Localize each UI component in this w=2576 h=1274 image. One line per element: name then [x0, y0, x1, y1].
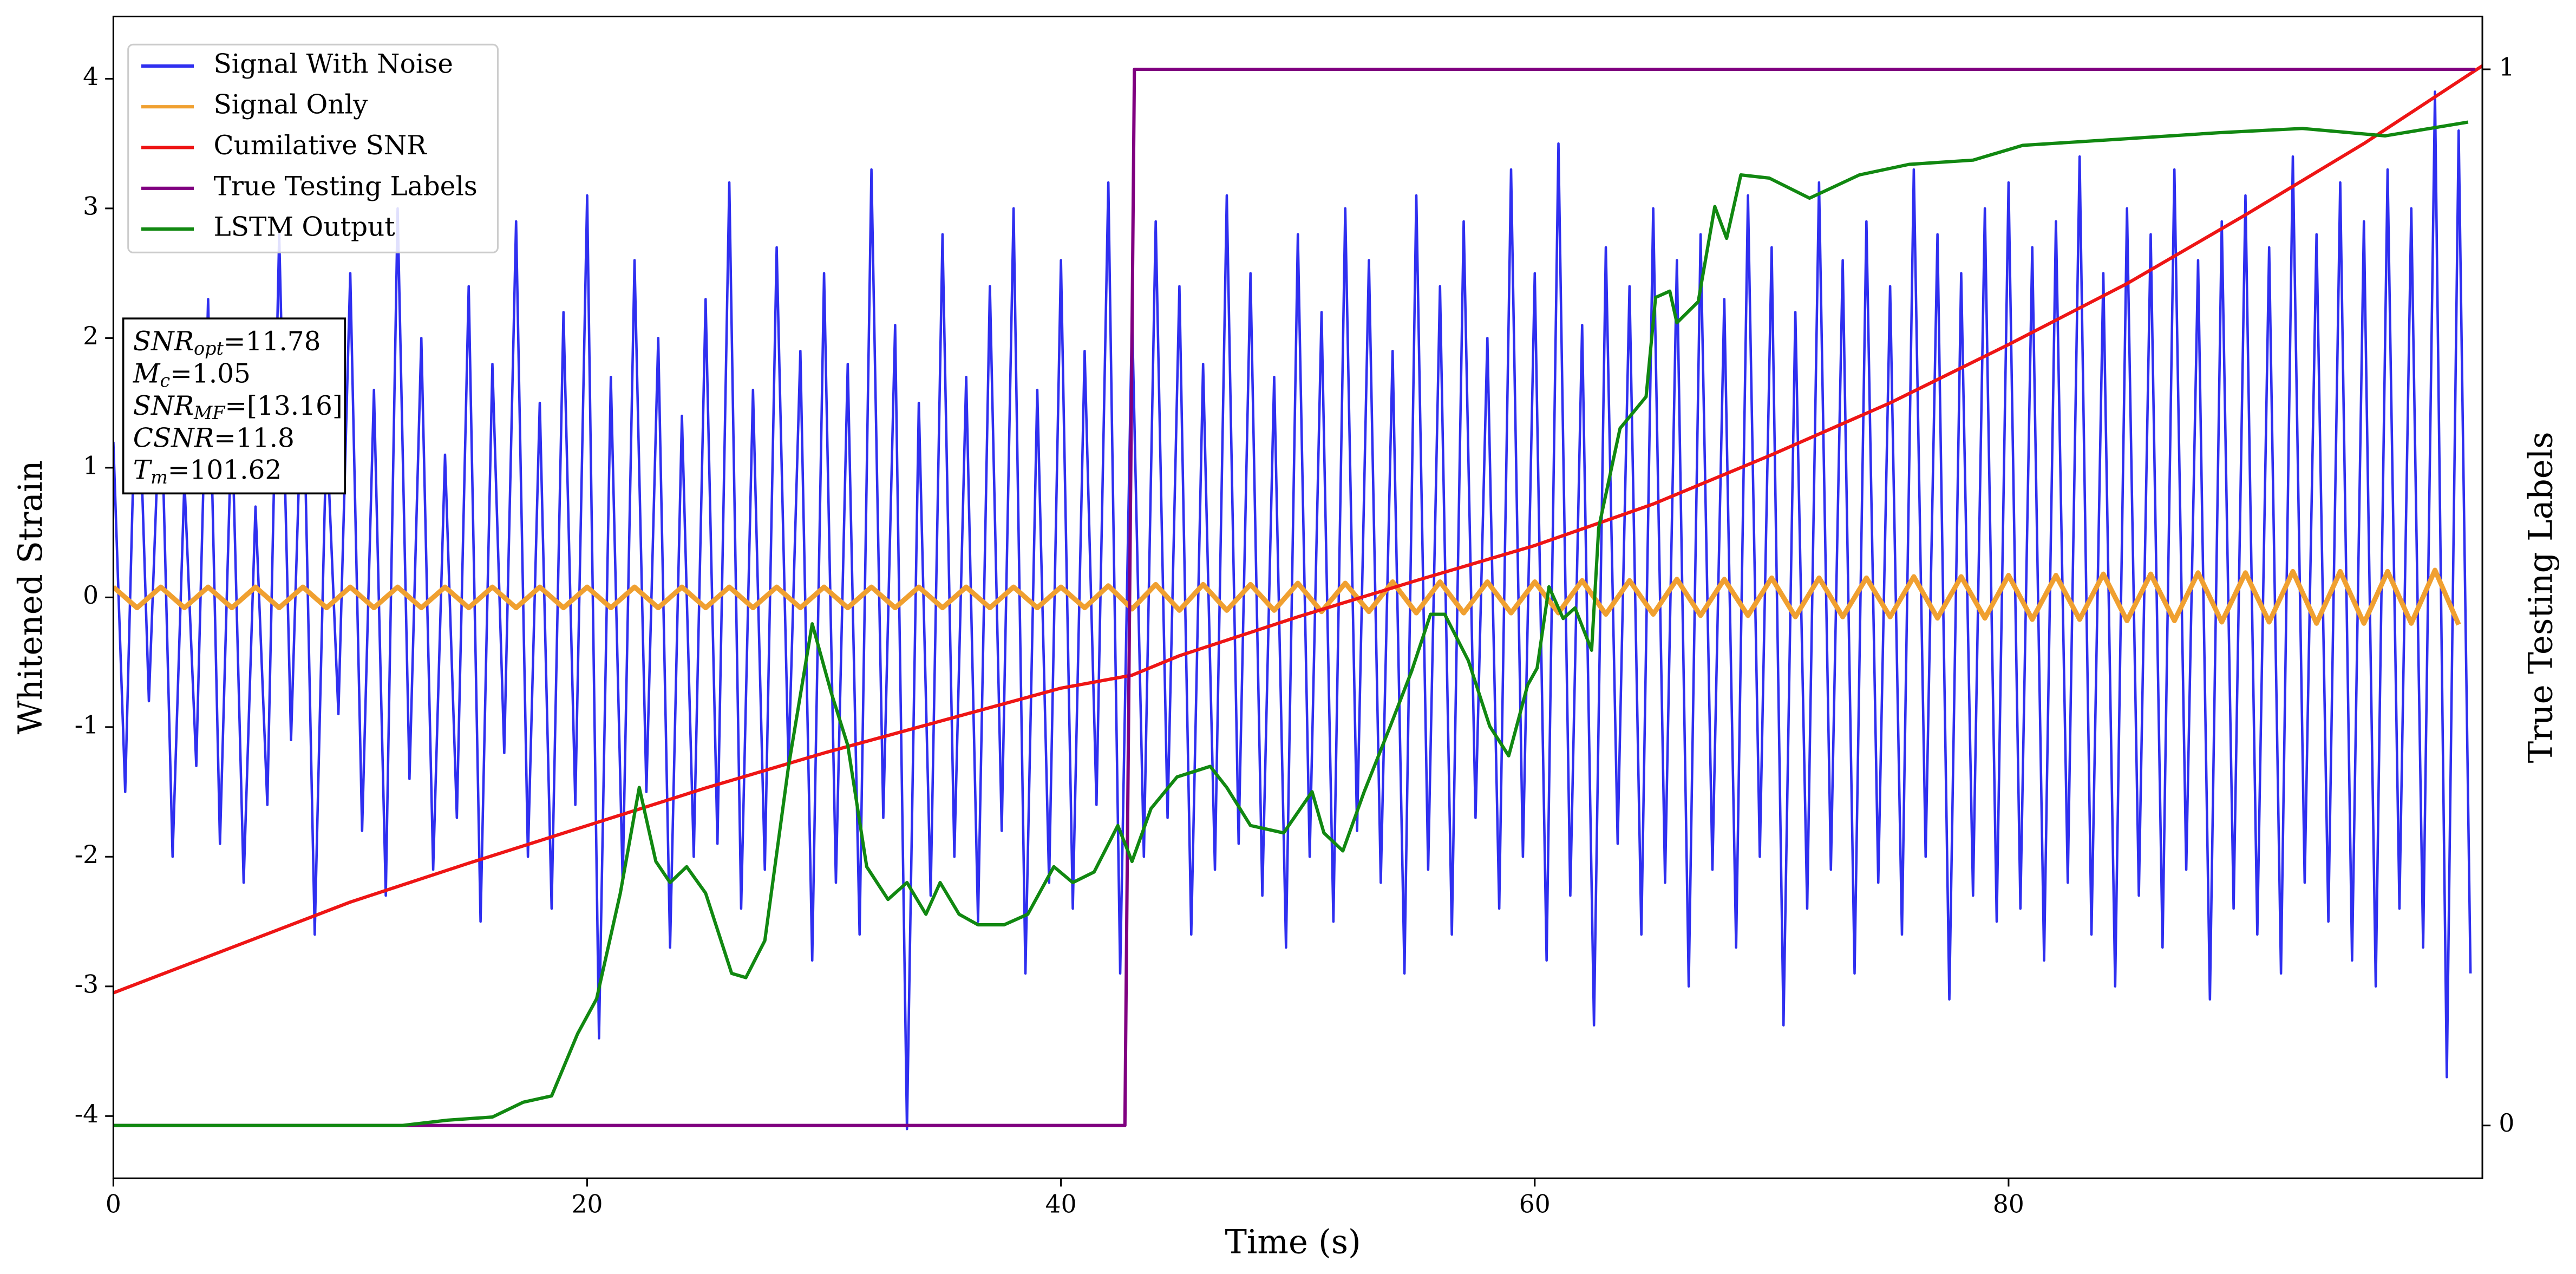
x-tick-label: 0	[106, 1190, 121, 1218]
y-tick-label: -2	[75, 840, 99, 869]
annotation-main: CSNR	[133, 423, 214, 453]
legend-label: True Testing Labels	[213, 171, 477, 201]
x-tick-label: 60	[1519, 1190, 1551, 1218]
y2-tick-label: 0	[2499, 1109, 2514, 1138]
annotation-sub: m	[151, 467, 168, 488]
y-axis-label: Whitened Strain	[12, 460, 50, 734]
x-tick-label: 40	[1045, 1190, 1077, 1218]
series-line	[113, 67, 2475, 1127]
y-tick-label: 1	[83, 451, 99, 480]
annotation-rest: =1.05	[170, 358, 251, 389]
annotation-sub: MF	[193, 402, 226, 423]
y2-tick-label: 1	[2499, 53, 2514, 81]
annotation-rest: =11.78	[224, 326, 321, 356]
annotation-sub: opt	[194, 338, 224, 359]
legend-label: Signal With Noise	[213, 49, 453, 79]
annotation-main: SNR	[133, 390, 194, 421]
y-tick-label: 4	[83, 62, 99, 91]
series-line	[113, 64, 2483, 995]
annotation-main: T	[133, 455, 153, 485]
annotation-line: CSNR=11.8	[133, 423, 295, 453]
legend-label: LSTM Output	[213, 212, 395, 242]
series-line	[113, 120, 2469, 1127]
plot-frame	[112, 15, 2483, 1179]
x-axis-label: Time (s)	[1225, 1223, 1361, 1261]
legend-label: Signal Only	[213, 90, 368, 120]
annotation-line: SNRopt=11.78	[133, 326, 321, 359]
y-tick-label: 0	[83, 581, 99, 610]
y-tick-label: 2	[83, 322, 99, 350]
annotation-line: SNRMF=[13.16]	[133, 390, 343, 423]
y2-axis-label: True Testing Labels	[2522, 432, 2560, 763]
x-tick-label: 20	[572, 1190, 603, 1218]
legend-box	[127, 43, 499, 253]
annotation-main: M	[133, 358, 161, 389]
annotation-line: Tm=101.62	[133, 455, 282, 488]
legend-label: Cumilative SNR	[213, 130, 427, 161]
y-tick-label: -1	[75, 710, 99, 739]
annotation-rest: =[13.16]	[225, 390, 342, 421]
annotation-rest: =11.8	[214, 423, 295, 453]
y-tick-label: -4	[75, 1100, 99, 1128]
annotation-rest: =101.62	[168, 455, 282, 485]
annotation-line: Mc=1.05	[133, 358, 251, 391]
annotation-sub: c	[160, 370, 170, 391]
y-tick-label: 3	[83, 192, 99, 220]
annotation-box	[122, 317, 346, 495]
annotation-main: SNR	[133, 326, 194, 356]
y-tick-label: -3	[75, 970, 99, 998]
x-tick-label: 80	[1993, 1190, 2024, 1218]
series-line	[113, 567, 2461, 626]
